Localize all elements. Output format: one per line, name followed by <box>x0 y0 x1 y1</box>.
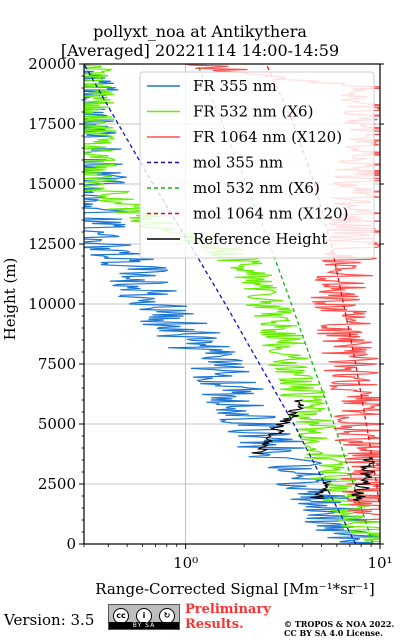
copyright-line2: CC BY SA 4.0 License. <box>284 628 383 638</box>
y-tick-label: 17500 <box>28 115 76 133</box>
series-line-6 <box>351 457 375 502</box>
y-tick-label: 10000 <box>28 295 76 313</box>
series-line-6 <box>251 399 305 455</box>
series-line-3 <box>84 64 357 544</box>
y-tick-label: 2500 <box>38 475 76 493</box>
legend-label-3: mol 355 nm <box>193 154 283 172</box>
copyright-line1: © TROPOS & NOA 2022. <box>284 619 395 629</box>
legend-label-0: FR 355 nm <box>193 77 277 95</box>
series-line-4 <box>196 64 374 544</box>
chart-canvas: 0 2500 5000 7500 10000 12500 15000 17500 20000 10… <box>28 55 392 572</box>
legend-label-6: Reference Height <box>193 230 327 248</box>
y-tick-label: 0 <box>66 535 76 553</box>
series-line-1 <box>84 64 380 544</box>
legend-label-1: FR 532 nm (X6) <box>193 103 313 121</box>
x-tick-label: 10¹ <box>367 554 392 572</box>
legend-label-2: FR 1064 nm (X120) <box>193 128 342 146</box>
y-tick-label: 5000 <box>38 415 76 433</box>
legend-label-5: mol 1064 nm (X120) <box>193 205 348 223</box>
series-line-6 <box>310 481 332 499</box>
chart-subtitle: [Averaged] 20221114 14:00-14:59 <box>60 41 340 60</box>
y-tick-label: 12500 <box>28 235 76 253</box>
y-tick-label: 20000 <box>28 55 76 73</box>
y-tick-label: 15000 <box>28 175 76 193</box>
version-label: Version: 3.5 <box>4 611 95 629</box>
license-strip: BY SA <box>109 622 179 629</box>
sa-icon: ↻ <box>159 608 175 624</box>
copyright-note: © TROPOS & NOA 2022. CC BY SA 4.0 Licens… <box>284 620 394 638</box>
cc-license-badge: cc i ↻ BY SA <box>108 604 180 630</box>
series-line-0 <box>84 64 380 544</box>
series-line-2 <box>185 64 380 521</box>
legend-box <box>139 71 375 259</box>
x-tick-label: 10⁰ <box>173 554 198 572</box>
preliminary-line2: Results. <box>185 617 244 632</box>
preliminary-note: Preliminary Results. <box>185 602 271 632</box>
legend-label-4: mol 532 nm (X6) <box>193 179 320 197</box>
chart-title: pollyxt_noa at Antikythera <box>93 22 307 41</box>
x-axis-label: Range-Corrected Signal [Mm⁻¹*sr⁻¹] <box>95 580 375 598</box>
y-axis-label: Height (m) <box>1 257 19 341</box>
y-tick-label: 7500 <box>38 355 76 373</box>
preliminary-line1: Preliminary <box>185 602 271 617</box>
